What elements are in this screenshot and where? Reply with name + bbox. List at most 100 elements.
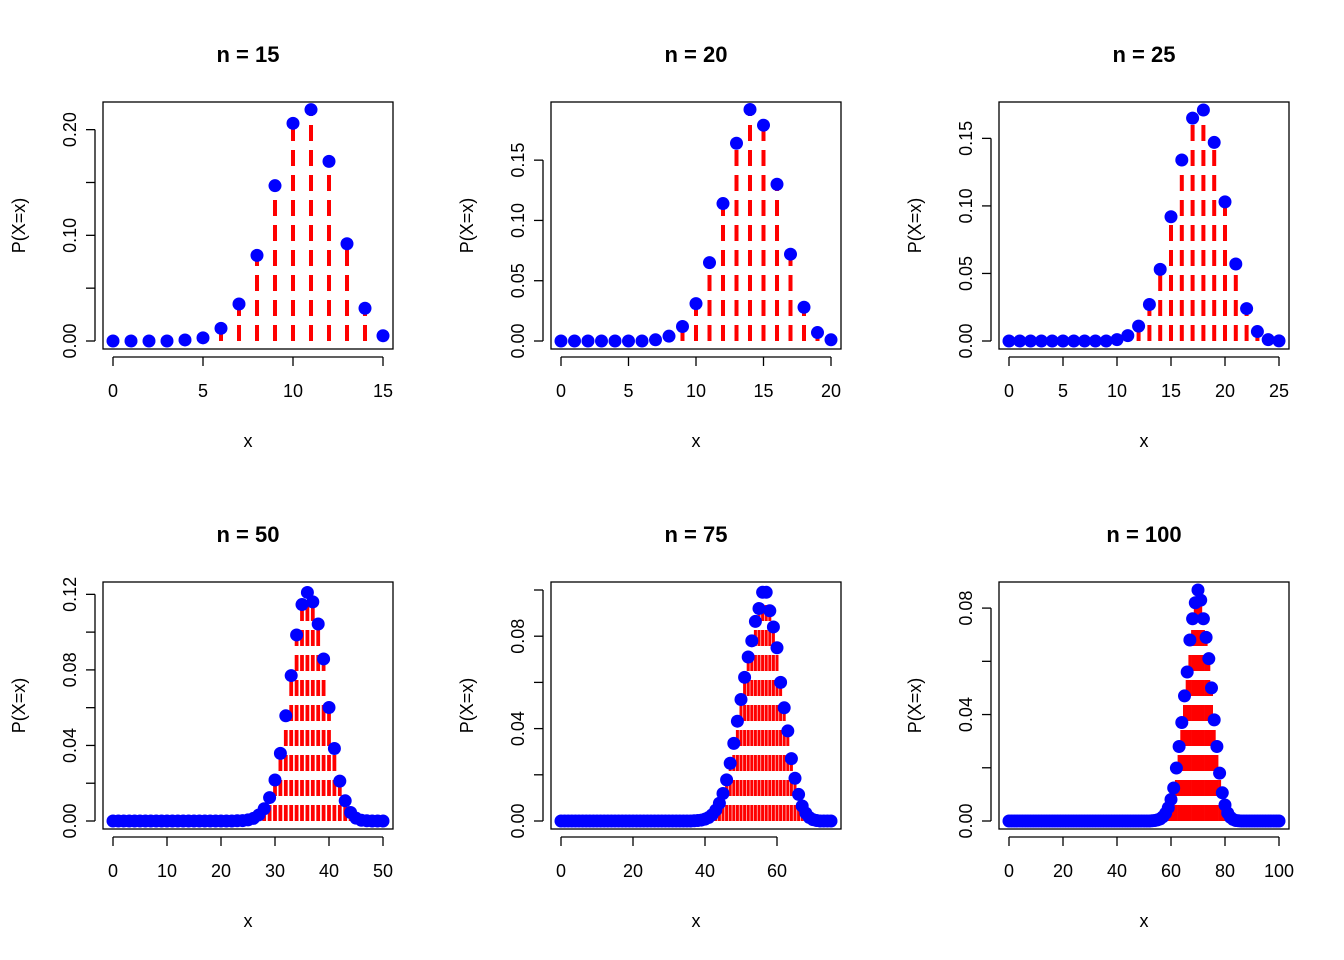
data-point <box>662 329 676 343</box>
data-point <box>738 670 752 684</box>
data-point <box>1175 716 1189 730</box>
data-point <box>1142 298 1156 312</box>
data-point <box>784 247 797 261</box>
y-tick-label: 0.00 <box>60 803 80 838</box>
data-point <box>766 620 780 634</box>
data-point <box>160 334 174 348</box>
x-axis-label: x <box>1140 431 1149 451</box>
y-tick-label: 0.00 <box>956 323 976 358</box>
x-tick-label: 60 <box>1161 861 1181 881</box>
chart-panel-1: n = 20 0 5 10 15 20 x 0.00 0.05 0.10 0.15 P(X=x) <box>457 42 842 451</box>
y-tick-label: 0.08 <box>60 652 80 687</box>
data-point <box>797 300 811 314</box>
data-point <box>1178 689 1191 703</box>
data-point <box>781 724 795 738</box>
plot-frame <box>102 581 394 830</box>
x-axis-label: x <box>692 431 701 451</box>
data-point <box>1002 334 1016 348</box>
chart-panel-2: n = 25 0 5 10 15 20 25 x 0.00 0.05 0.10 0.15 P(X=x) <box>905 42 1290 451</box>
data-point <box>774 675 788 689</box>
data-point <box>554 334 568 348</box>
data-point <box>792 787 806 801</box>
data-point <box>770 641 784 655</box>
data-point <box>273 746 287 760</box>
data-point <box>716 787 730 801</box>
chart-panel-3: n = 50 0 10 20 30 40 50 x 0.00 0.04 0.08 0.12 P(X=x) <box>9 522 394 931</box>
data-point <box>1164 792 1178 806</box>
chart-title: n = 20 <box>665 42 728 67</box>
data-point <box>568 334 581 348</box>
plot-frame <box>550 101 842 350</box>
y-axis-label: P(X=x) <box>9 678 29 734</box>
x-tick-label: 15 <box>1161 381 1181 401</box>
y-axis-label: P(X=x) <box>457 678 477 734</box>
y-tick-label: 0.05 <box>508 263 528 298</box>
data-point <box>757 118 770 132</box>
data-point <box>1045 334 1059 348</box>
y-tick-label: 0.20 <box>60 112 80 147</box>
plot-frame <box>102 101 394 350</box>
data-point <box>214 321 228 335</box>
x-tick-label: 40 <box>1107 861 1127 881</box>
data-point <box>608 334 622 348</box>
data-point <box>811 326 824 340</box>
x-tick-label: 15 <box>373 381 393 401</box>
data-point <box>1210 739 1224 753</box>
x-tick-label: 5 <box>198 381 208 401</box>
data-point <box>716 197 730 211</box>
plot-frame <box>998 581 1290 830</box>
x-tick-label: 100 <box>1264 861 1294 881</box>
data-point <box>1194 593 1208 607</box>
y-tick-label: 0.08 <box>508 619 528 654</box>
chart-title: n = 25 <box>1113 42 1176 67</box>
data-point <box>1191 583 1205 597</box>
data-point <box>284 669 298 683</box>
data-point <box>124 334 138 348</box>
data-point <box>327 741 341 755</box>
data-point <box>306 595 320 609</box>
x-tick-label: 10 <box>1107 381 1127 401</box>
data-point <box>340 237 354 251</box>
x-tick-label: 20 <box>821 381 841 401</box>
data-point <box>595 334 608 348</box>
data-point <box>1186 612 1200 626</box>
y-tick-label: 0.15 <box>956 121 976 156</box>
data-point <box>106 334 120 348</box>
data-point <box>1172 739 1186 753</box>
data-point <box>748 614 762 628</box>
data-point <box>1250 325 1264 339</box>
y-tick-label: 0.04 <box>508 711 528 746</box>
x-tick-label: 0 <box>556 381 566 401</box>
plot-frame <box>550 581 842 830</box>
data-point <box>376 329 390 343</box>
data-point <box>1199 630 1213 644</box>
data-point <box>743 103 757 117</box>
data-point <box>784 752 798 766</box>
x-tick-label: 0 <box>1004 381 1014 401</box>
x-axis-label: x <box>244 431 253 451</box>
x-tick-label: 0 <box>556 861 566 881</box>
data-point <box>142 334 156 348</box>
chart-title: n = 75 <box>665 522 728 547</box>
data-point <box>752 601 766 615</box>
data-point <box>581 334 595 348</box>
x-tick-label: 50 <box>373 861 393 881</box>
y-tick-label: 0.04 <box>956 697 976 732</box>
data-point <box>1196 103 1210 117</box>
data-point <box>770 177 784 191</box>
data-point <box>1153 262 1167 276</box>
data-point <box>295 598 309 612</box>
chart-title: n = 100 <box>1106 522 1181 547</box>
data-point <box>263 791 277 805</box>
y-tick-label: 0.00 <box>956 803 976 838</box>
data-point <box>727 736 741 750</box>
data-point <box>232 297 246 311</box>
data-point <box>763 604 777 618</box>
data-point <box>300 585 314 599</box>
x-tick-label: 40 <box>695 861 715 881</box>
data-point <box>311 617 325 631</box>
data-point <box>730 714 744 728</box>
y-tick-label: 0.12 <box>60 577 80 612</box>
data-point <box>322 154 336 168</box>
data-point <box>1088 334 1102 348</box>
